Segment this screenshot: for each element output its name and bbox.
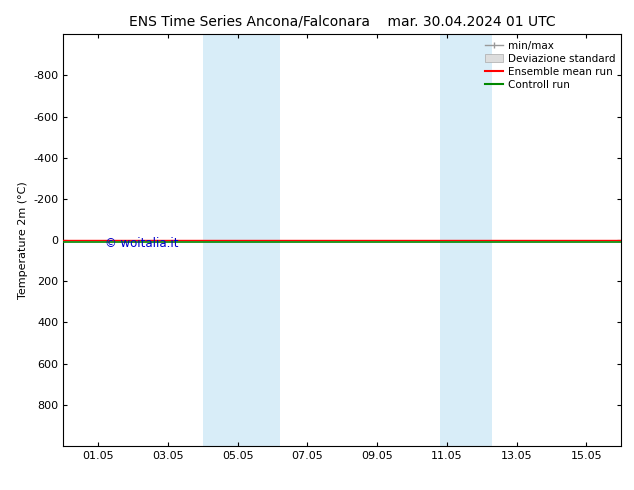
Title: ENS Time Series Ancona/Falconara    mar. 30.04.2024 01 UTC: ENS Time Series Ancona/Falconara mar. 30… — [129, 15, 555, 29]
Bar — [203, 34, 255, 446]
Bar — [440, 34, 492, 446]
Legend: min/max, Deviazione standard, Ensemble mean run, Controll run: min/max, Deviazione standard, Ensemble m… — [481, 36, 619, 94]
Text: © woitalia.it: © woitalia.it — [105, 237, 179, 250]
Bar — [255, 34, 280, 446]
Y-axis label: Temperature 2m (°C): Temperature 2m (°C) — [18, 181, 28, 299]
